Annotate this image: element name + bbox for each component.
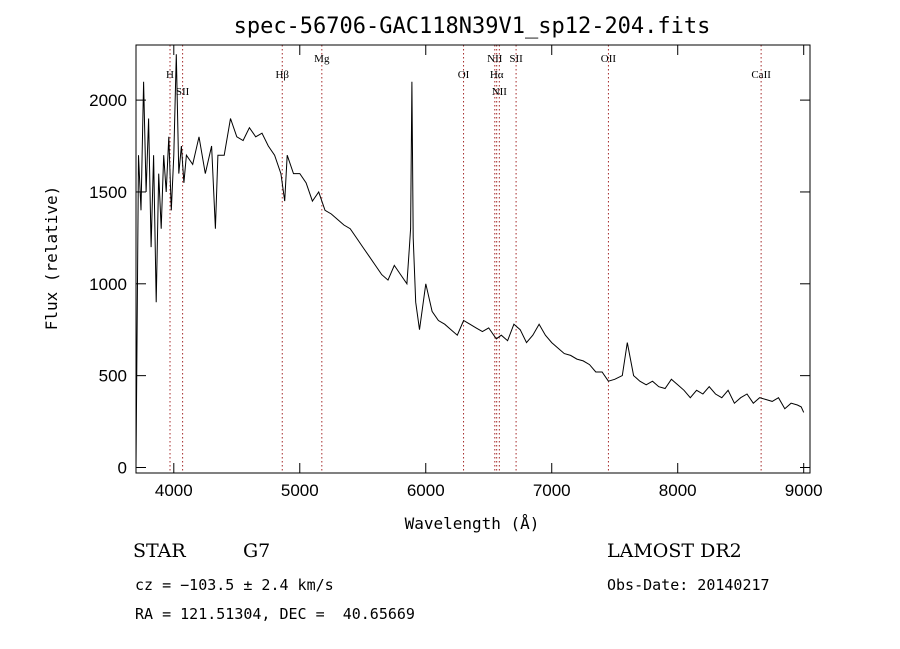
x-axis-label: Wavelength (Å) (405, 514, 540, 533)
x-tick-label-3: 7000 (533, 481, 571, 500)
spectral-line-label-10: CaII (751, 69, 771, 81)
y-axis-label: Flux (relative) (42, 186, 61, 331)
plot-frame (135, 44, 811, 474)
x-tick-label-2: 6000 (407, 481, 445, 500)
x-tick-label-4: 8000 (659, 481, 697, 500)
spectral-line-label-9: OII (601, 53, 617, 65)
survey-label: LAMOST DR2 (607, 540, 742, 562)
y-tick-label-3: 1500 (89, 183, 127, 202)
y-tick-label-2: 1000 (89, 275, 127, 294)
y-tick-label-4: 2000 (89, 91, 127, 110)
x-tick-label-5: 9000 (785, 481, 823, 500)
subclass-label: G7 (243, 540, 271, 562)
spectrum-line (135, 54, 805, 468)
coordinates-text: RA = 121.51304, DEC = 40.65669 (135, 605, 415, 623)
x-tick-label-1: 5000 (281, 481, 319, 500)
chart-title: spec-56706-GAC118N39V1_sp12-204.fits (234, 14, 711, 39)
obs-date-text: Obs-Date: 20140217 (607, 576, 770, 594)
y-tick-label-0: 0 (118, 458, 127, 477)
spectral-line-label-2: Hβ (275, 69, 289, 81)
spectral-line-label-6: Hα (490, 69, 504, 81)
spectral-line-label-8: SII (509, 53, 523, 65)
axis-tick-labels: 4000 5000 6000 7000 8000 9000 0 500 1000 1500 2000 (89, 91, 822, 500)
spectral-line-label-0: H (166, 69, 174, 81)
spectral-line-label-7: NII (492, 86, 508, 98)
spectral-line-label-3: Mg (314, 53, 330, 65)
y-tick-label-1: 500 (99, 367, 127, 386)
spectral-line-label-1: SII (176, 86, 190, 98)
x-tick-label-0: 4000 (155, 481, 193, 500)
spectral-line-label-4: OI (458, 69, 470, 81)
redshift-text: cz = −103.5 ± 2.4 km/s (135, 576, 334, 594)
spectral-lines (169, 45, 762, 473)
spectral-line-label-5: NII (487, 53, 503, 65)
axis-ticks (136, 45, 810, 473)
class-label: STAR (133, 540, 186, 562)
